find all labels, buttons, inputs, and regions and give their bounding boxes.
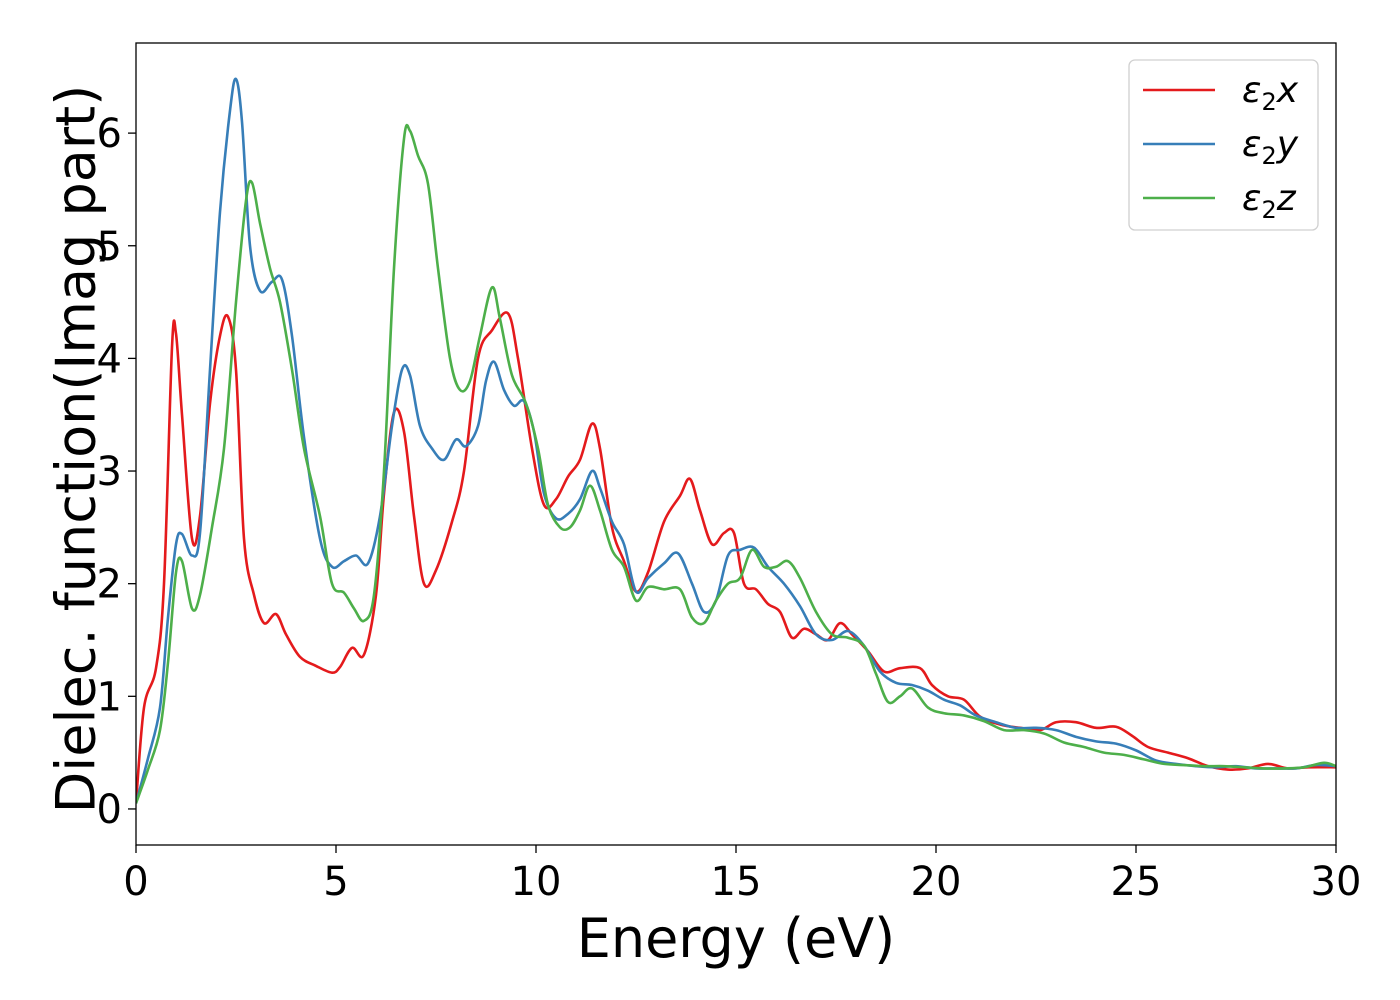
x-tick-label: 30: [1311, 859, 1362, 905]
x-tick-label: 10: [511, 859, 562, 905]
y-tick-label: 1: [97, 674, 122, 720]
series-layer: [136, 77, 1336, 804]
x-tick-label: 25: [1111, 859, 1162, 905]
series-line-z: [136, 123, 1336, 804]
legend-box: [1128, 59, 1319, 231]
legend-label-z: ε2z: [1242, 178, 1297, 224]
legend: ε2x ε2y ε2z: [1128, 59, 1319, 231]
x-tick-label: 5: [323, 859, 348, 905]
x-axis-title: Energy (eV): [577, 907, 896, 970]
y-tick-label: 6: [97, 111, 122, 157]
y-tick-label: 3: [97, 449, 122, 495]
y-tick-label: 4: [97, 336, 122, 382]
x-axis-ticks: 0 5 10 15 20 25 30: [123, 845, 1361, 905]
y-tick-label: 0: [97, 787, 122, 833]
legend-label-y: ε2y: [1242, 124, 1299, 170]
series-line-y: [136, 77, 1336, 804]
legend-label-x: ε2x: [1242, 70, 1299, 116]
y-tick-label: 2: [97, 562, 122, 608]
x-tick-label: 20: [911, 859, 962, 905]
x-tick-label: 15: [711, 859, 762, 905]
y-axis-ticks: 0 1 2 3 4 5 6: [97, 111, 136, 833]
y-tick-label: 5: [97, 224, 122, 270]
y-axis-title: Dielec. function(Imag part): [45, 85, 108, 814]
x-tick-label: 0: [123, 859, 148, 905]
